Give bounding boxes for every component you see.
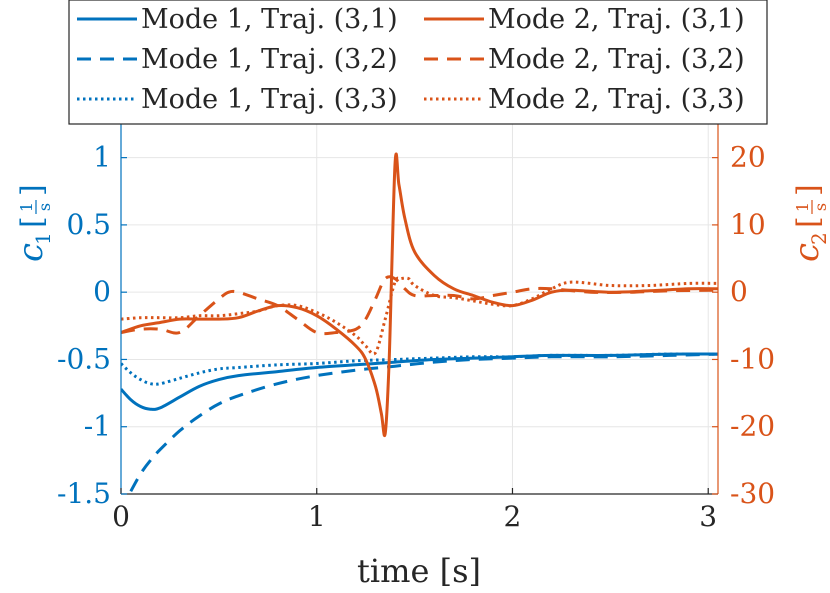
left-y-label-sub: 1 <box>31 232 55 245</box>
x-tick-label: 0 <box>112 500 130 533</box>
series-lines <box>121 152 718 493</box>
left-y-label-main: c <box>11 243 51 262</box>
x-tick-label: 2 <box>504 500 522 533</box>
right-y-label-bracket-close: ] <box>791 184 826 196</box>
legend-label-5: Mode 2, Traj. (3,2) <box>488 44 745 75</box>
left-y-tick-label: -1.5 <box>57 477 111 510</box>
left-y-tick-label: -1 <box>84 410 111 443</box>
right-y-tick-label: -10 <box>730 342 775 375</box>
legend-box <box>68 0 768 125</box>
series-line-4 <box>121 152 718 438</box>
series-line-3 <box>121 352 718 386</box>
legend-label-2: Mode 1, Traj. (3,2) <box>141 44 398 75</box>
right-y-tick-label: 20 <box>730 141 766 174</box>
left-y-tick-label: 0 <box>93 275 111 308</box>
series-line-6 <box>121 276 718 356</box>
right-y-label-unit-den: s <box>811 203 830 211</box>
right-y-axis-label: c 2 [ 1 s ] <box>787 184 830 262</box>
left-y-label-unit-den: s <box>35 203 54 211</box>
left-y-label-bracket-open: [ <box>15 216 50 228</box>
left-y-tick-label: 0.5 <box>66 208 111 241</box>
left-y-axis-label: c 1 [ 1 s ] <box>11 184 55 262</box>
right-y-label-unit-num: 1 <box>793 202 812 212</box>
right-y-label-bracket-open: [ <box>791 216 826 228</box>
legend-label-1: Mode 1, Traj. (3,1) <box>141 4 398 35</box>
legend-items: Mode 1, Traj. (3,1) Mode 1, Traj. (3,2) Mo… <box>77 4 745 115</box>
tick-labels: 0 1 2 3 -1.5 -1 -0.5 0 0.5 1 -30 -20 -10 0 10 20 <box>57 141 775 533</box>
x-tick-label: 3 <box>699 500 717 533</box>
right-y-tick-label: 0 <box>730 275 748 308</box>
left-y-label-unit-num: 1 <box>17 202 36 212</box>
legend-label-6: Mode 2, Traj. (3,3) <box>488 84 745 115</box>
right-y-label-sub: 2 <box>807 232 830 245</box>
legend: Mode 1, Traj. (3,1) Mode 1, Traj. (3,2) Mo… <box>68 0 768 125</box>
legend-label-4: Mode 2, Traj. (3,1) <box>488 4 745 35</box>
left-y-tick-label: 1 <box>93 141 111 174</box>
x-tick-label: 1 <box>308 500 326 533</box>
tick-marks <box>120 157 718 495</box>
x-axis-label: time [s] <box>357 552 481 590</box>
right-y-label-main: c <box>787 243 827 262</box>
right-y-tick-label: -30 <box>730 477 775 510</box>
left-y-tick-label: -0.5 <box>57 342 111 375</box>
right-y-tick-label: -20 <box>730 410 775 443</box>
legend-label-3: Mode 1, Traj. (3,3) <box>141 84 398 115</box>
plot-area <box>121 124 718 494</box>
right-y-tick-label: 10 <box>730 208 766 241</box>
left-y-label-bracket-close: ] <box>15 184 50 196</box>
